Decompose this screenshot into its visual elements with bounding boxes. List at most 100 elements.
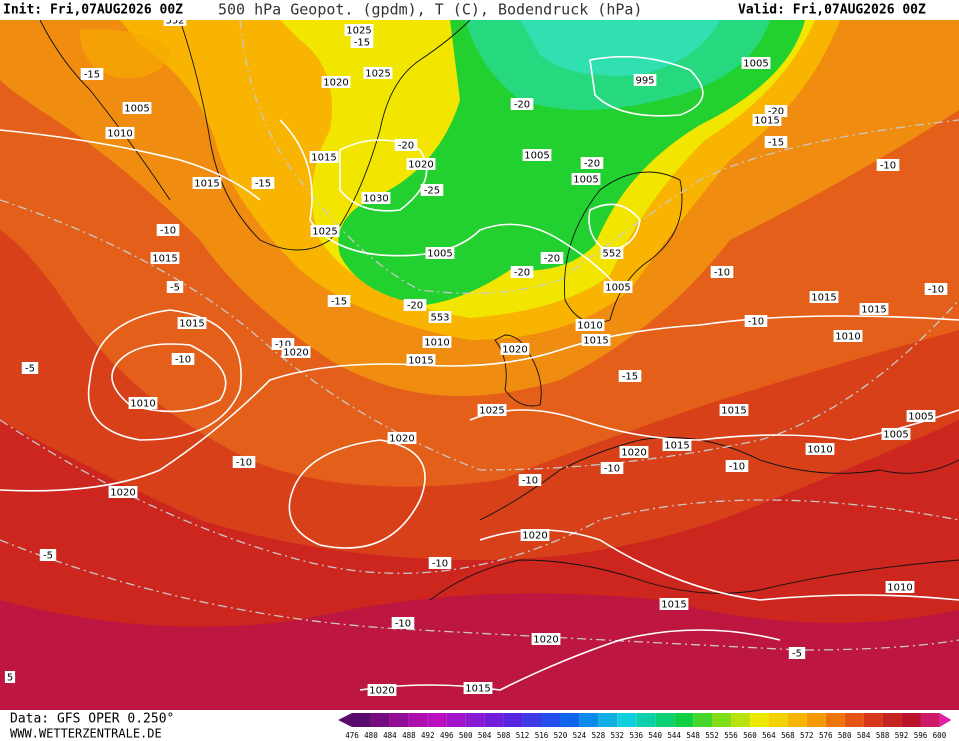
contour-label: 1015 xyxy=(721,406,746,417)
contour-label: 1005 xyxy=(427,249,452,260)
label-box xyxy=(719,404,749,416)
label-box xyxy=(281,346,311,358)
contour-label: -20 xyxy=(398,141,414,152)
label-box xyxy=(171,353,195,365)
colorbar-tick-label: 556 xyxy=(724,731,738,740)
contour-label: 552 xyxy=(602,249,621,260)
label-box xyxy=(603,281,633,293)
contour-label: 1025 xyxy=(365,69,390,80)
contour-label: -5 xyxy=(25,364,35,375)
colorbar-cell xyxy=(352,713,371,727)
contour-label: -10 xyxy=(604,464,620,475)
colorbar-cell xyxy=(408,713,428,727)
contour-label: -20 xyxy=(768,107,784,118)
contour-label: -20 xyxy=(514,268,530,279)
label-box xyxy=(463,682,493,694)
contour-label: 552 xyxy=(165,16,184,27)
label-box xyxy=(327,295,351,307)
contour-label: -10 xyxy=(236,458,252,469)
contour-label: 1010 xyxy=(807,445,832,456)
contour-label: -10 xyxy=(522,476,538,487)
colorbar-tick-label: 540 xyxy=(648,731,662,740)
label-box xyxy=(350,36,374,48)
contour-label: 1025 xyxy=(312,227,337,238)
colorbar-cell xyxy=(503,713,523,727)
label-box xyxy=(367,684,397,696)
contour-label: 1025 xyxy=(346,26,371,37)
coast-britain xyxy=(494,334,542,407)
label-box xyxy=(105,127,135,139)
contour-label: 1015 xyxy=(861,305,886,316)
label-box xyxy=(752,114,782,126)
colorbar-arrow xyxy=(939,713,952,727)
label-box xyxy=(662,439,692,451)
contour-label: 1015 xyxy=(194,179,219,190)
label-box xyxy=(403,299,427,311)
label-box xyxy=(520,529,550,541)
contour-label: 1020 xyxy=(502,345,527,356)
label-box xyxy=(575,319,605,331)
label-box xyxy=(150,252,180,264)
contour-label: 1010 xyxy=(887,583,912,594)
label-box xyxy=(885,581,915,593)
colorbar-cell xyxy=(370,713,390,727)
colorbar-cell xyxy=(901,713,921,727)
label-box xyxy=(232,456,256,468)
contour-label: 1015 xyxy=(811,293,836,304)
label-box xyxy=(741,57,771,69)
label-box xyxy=(425,247,455,259)
contour-label: -10 xyxy=(395,619,411,630)
colorbar-tick-label: 588 xyxy=(876,731,890,740)
label-box xyxy=(522,149,552,161)
colorbar-tick-label: 492 xyxy=(421,731,435,740)
label-box xyxy=(833,330,863,342)
label-box xyxy=(510,266,534,278)
label-box xyxy=(394,139,418,151)
label-box xyxy=(477,404,507,416)
label-box xyxy=(321,76,351,88)
contour-label: 1010 xyxy=(107,129,132,140)
label-box xyxy=(21,362,39,374)
label-box xyxy=(177,317,207,329)
site-name: WWW.WETTERZENTRALE.DE xyxy=(10,727,162,741)
contour-label: 1010 xyxy=(424,338,449,349)
colorbar-tick-label: 500 xyxy=(459,731,473,740)
header-bar xyxy=(0,0,959,20)
colorbar-cell xyxy=(731,713,750,727)
isobars xyxy=(0,55,959,691)
label-box xyxy=(406,158,436,170)
isobar xyxy=(111,343,227,413)
label-box xyxy=(387,432,417,444)
isobar xyxy=(288,439,426,549)
label-box xyxy=(420,184,444,196)
contour-label: 1025 xyxy=(479,406,504,417)
colorbar-cell xyxy=(560,713,580,727)
label-box xyxy=(531,633,561,645)
label-box xyxy=(710,266,734,278)
coast-africa xyxy=(429,559,959,601)
label-box xyxy=(500,343,530,355)
label-box xyxy=(510,98,534,110)
colorbar-tick-label: 520 xyxy=(554,731,568,740)
colorbar-cell xyxy=(598,713,618,727)
label-box xyxy=(192,177,222,189)
colorbar-tick-label: 572 xyxy=(800,731,814,740)
contour-label: 1005 xyxy=(124,104,149,115)
contour-label: -20 xyxy=(514,100,530,111)
contour-label: 1020 xyxy=(369,686,394,697)
contour-label: 1015 xyxy=(311,153,336,164)
label-box xyxy=(310,225,340,237)
contour-label: 1020 xyxy=(389,434,414,445)
label-box xyxy=(108,486,138,498)
label-box xyxy=(580,157,604,169)
label-box xyxy=(518,474,542,486)
colorbar-cell xyxy=(712,713,731,727)
colorbar-tick-label: 584 xyxy=(857,731,871,740)
colorbar-tick-label: 544 xyxy=(667,731,681,740)
contour-label: 1015 xyxy=(583,336,608,347)
colorbar-tick-label: 480 xyxy=(364,731,378,740)
colorbar-cell xyxy=(617,713,637,727)
contour-label: -10 xyxy=(275,340,291,351)
label-box xyxy=(251,177,275,189)
